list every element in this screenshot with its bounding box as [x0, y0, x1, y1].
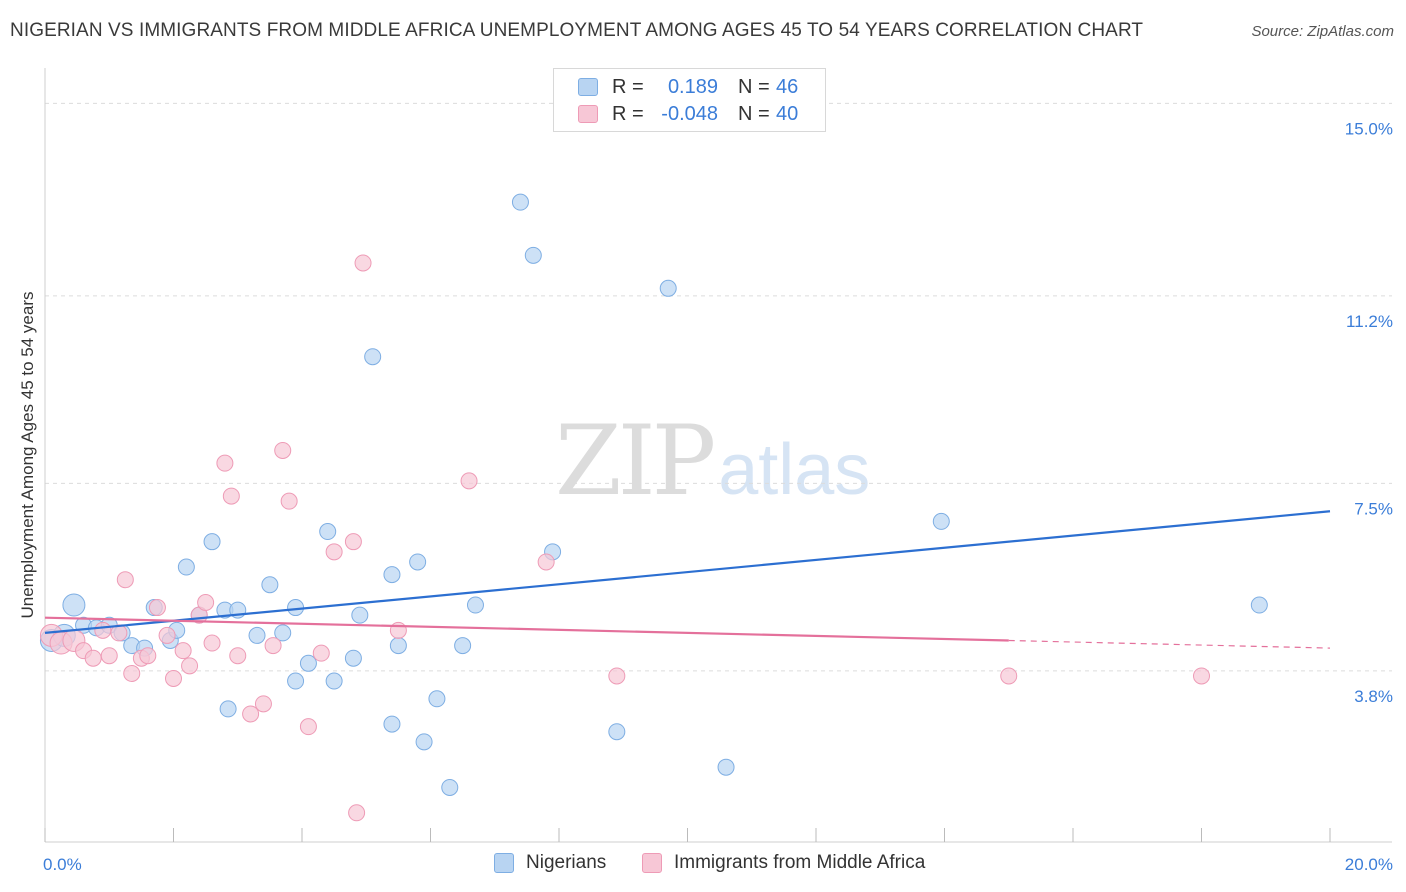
watermark-zip: ZIP	[555, 405, 716, 517]
immigrant-point	[537, 553, 555, 571]
series-legend-nigerians[interactable]: Nigerians	[494, 852, 606, 874]
legend-n-value: 40	[776, 102, 799, 125]
nigerian-point	[248, 626, 266, 644]
immigrant-point	[100, 647, 118, 665]
immigrant-point	[84, 649, 102, 667]
nigerian-point	[659, 279, 677, 297]
nigerian-point	[389, 637, 407, 655]
immigrant-point	[158, 626, 176, 644]
immigrant-point	[274, 441, 292, 459]
chart-title: NIGERIAN VS IMMIGRANTS FROM MIDDLE AFRIC…	[10, 20, 1144, 41]
y-axis-label: Unemployment Among Ages 45 to 54 years	[18, 291, 37, 619]
immigrant-point	[203, 634, 221, 652]
nigerian-point	[409, 553, 427, 571]
series-swatch-blue	[494, 853, 514, 873]
legend-r-value: -0.048	[661, 102, 718, 125]
nigerian-point	[415, 733, 433, 751]
nigerian-point	[608, 723, 626, 741]
nigerian-point	[62, 593, 86, 617]
series-label-immigrants: Immigrants from Middle Africa	[674, 852, 926, 873]
immigrant-point	[181, 657, 199, 675]
immigrant-point	[280, 492, 298, 510]
legend-n-value: 46	[776, 75, 799, 98]
y-tick-label: 3.8%	[1354, 687, 1393, 706]
legend-n-label: N =	[738, 75, 770, 98]
nigerian-point	[351, 606, 369, 624]
immigrant-point	[348, 804, 366, 822]
nigerian-point	[932, 512, 950, 530]
legend-r-label: R =	[612, 75, 644, 98]
immigrant-point	[222, 487, 240, 505]
nigerian-point	[287, 672, 305, 690]
y-tick-label: 15.0%	[1345, 119, 1393, 138]
nigerian-point	[261, 576, 279, 594]
nigerian-point	[511, 193, 529, 211]
immigrant-point	[229, 647, 247, 665]
immigrant-point	[1193, 667, 1210, 685]
trend-line-immigrants	[44, 616, 1009, 642]
immigrant-point	[216, 454, 234, 472]
legend-r-value: 0.189	[667, 75, 718, 98]
trend-line-nigerians	[44, 510, 1331, 634]
immigrant-point	[165, 670, 182, 688]
immigrant-point	[299, 718, 317, 736]
nigerian-point	[524, 246, 542, 264]
nigerian-point	[428, 690, 446, 708]
legend-n-label: N =	[738, 102, 770, 125]
legend-swatch-pink	[578, 105, 598, 123]
immigrant-point	[460, 472, 478, 490]
immigrant-point	[148, 599, 166, 617]
correlation-legend: R = 0.189 N = 46 R = -0.048 N = 40	[553, 68, 826, 132]
immigrant-point	[608, 667, 626, 685]
immigrant-point	[123, 664, 141, 682]
immigrant-point	[312, 644, 330, 662]
nigerian-point	[717, 758, 735, 776]
immigrant-point	[242, 705, 260, 723]
nigerian-point	[299, 654, 317, 672]
immigrant-point	[389, 621, 407, 639]
source-label: Source: ZipAtlas.com	[1251, 23, 1394, 40]
nigerian-point	[274, 624, 292, 642]
nigerian-point	[203, 533, 221, 551]
watermark: ZIPatlas	[555, 405, 870, 517]
nigerian-point	[383, 566, 401, 584]
immigrant-point	[264, 637, 282, 655]
nigerian-point	[325, 672, 343, 690]
immigrant-point	[1000, 667, 1018, 685]
watermark-atlas: atlas	[718, 430, 871, 510]
x-tick-label: 20.0%	[1345, 855, 1393, 874]
immigrant-point	[325, 543, 343, 561]
x-tick-label: 0.0%	[43, 855, 82, 874]
series-label-nigerians: Nigerians	[526, 852, 607, 873]
nigerian-point	[319, 523, 337, 541]
immigrant-point	[254, 695, 272, 713]
legend-row-nigerians: R = 0.189 N = 46	[578, 76, 798, 98]
series-swatch-pink	[642, 853, 662, 873]
series-legend: Nigerians Immigrants from Middle Africa	[0, 852, 1406, 878]
immigrant-point	[94, 621, 112, 639]
nigerian-point	[466, 596, 484, 614]
nigerian-point	[441, 778, 459, 796]
immigrant-point	[116, 571, 134, 589]
immigrant-point	[354, 254, 372, 272]
nigerian-point	[177, 558, 195, 576]
legend-swatch-blue	[578, 78, 598, 96]
immigrant-point	[197, 593, 215, 611]
immigrant-point	[174, 642, 192, 660]
y-tick-label: 11.2%	[1346, 312, 1393, 331]
immigrant-point	[344, 533, 362, 551]
nigerian-point	[219, 700, 237, 718]
nigerian-point	[344, 649, 362, 667]
nigerian-point	[454, 637, 472, 655]
legend-row-immigrants: R = -0.048 N = 40	[578, 103, 798, 125]
legend-r-label: R =	[612, 102, 644, 125]
trend-line-extension	[1008, 639, 1331, 649]
y-tick-label: 7.5%	[1354, 499, 1393, 518]
nigerian-point	[383, 715, 401, 733]
series-legend-immigrants[interactable]: Immigrants from Middle Africa	[642, 852, 925, 874]
nigerian-point	[1250, 596, 1268, 614]
nigerian-point	[364, 348, 382, 366]
immigrant-point	[139, 647, 157, 665]
